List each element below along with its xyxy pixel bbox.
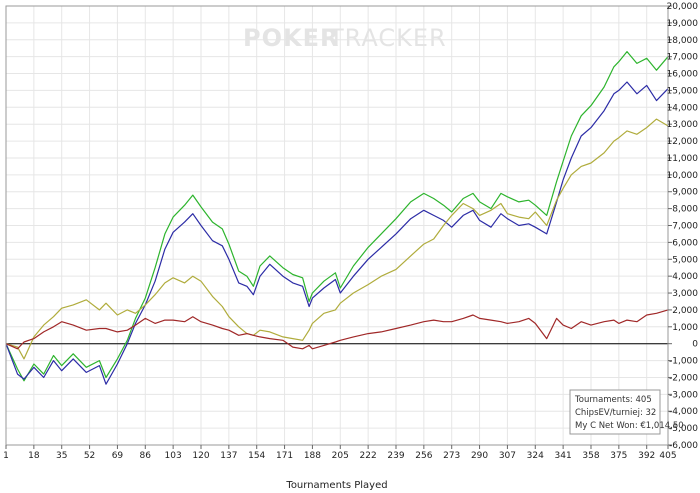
stats-box-frame: [569, 389, 661, 435]
x-tick-label: 392: [638, 451, 655, 461]
x-axis-title: Tournaments Played: [285, 480, 387, 491]
series-line-4: [5, 309, 669, 350]
x-tick-label: 137: [220, 451, 237, 461]
x-tick-label: 103: [165, 451, 182, 461]
x-tick-label: 1: [3, 451, 9, 461]
series-lines: [5, 50, 669, 385]
x-tick-label: 290: [471, 451, 488, 461]
x-tick-label: 256: [415, 451, 432, 461]
y-tick-label: 9,000: [672, 188, 698, 198]
y-tick-label: 14,000: [667, 103, 699, 113]
y-tick-label: 2,000: [672, 306, 698, 316]
x-tick-label: 273: [443, 451, 460, 461]
y-tick-label: 8,000: [672, 205, 698, 215]
y-tick-label: 6,000: [672, 238, 698, 248]
x-tick-label: 239: [387, 451, 404, 461]
x-tick-label: 69: [112, 451, 124, 461]
series-line-3: [5, 118, 669, 360]
stats-box: Tournaments: 405 ChipsEV/turniej: 32 My …: [569, 389, 684, 435]
x-tick-label: 154: [248, 451, 265, 461]
x-tick-label: 324: [527, 451, 544, 461]
y-tick-label: -4,000: [669, 407, 698, 417]
y-tick-label: 19,000: [667, 19, 699, 29]
y-tick-label: 17,000: [667, 53, 699, 63]
y-tick-label: 3,000: [672, 289, 698, 299]
watermark: POKER TRACKER: [243, 24, 447, 52]
x-tick-label: 405: [659, 451, 676, 461]
y-tick-label: -1,000: [669, 357, 698, 367]
watermark-poker: POKER: [243, 24, 339, 52]
y-tick-label: 4,000: [672, 272, 698, 282]
y-tick-label: 20,000: [667, 2, 699, 12]
x-tick-label: 188: [304, 451, 321, 461]
x-tick-label: 375: [610, 451, 627, 461]
y-tick-label: 12,000: [667, 137, 699, 147]
x-tick-label: 222: [360, 451, 377, 461]
y-tick-label: 10,000: [667, 171, 699, 181]
y-tick-label: 13,000: [667, 120, 699, 130]
x-axis-ticks: 1 18 35 52 69 86 103 120 137 154 171 188 205 222 239 25…: [3, 445, 677, 461]
x-tick-label: 120: [192, 451, 209, 461]
x-tick-label: 341: [555, 451, 572, 461]
y-tick-label: 5,000: [672, 255, 698, 265]
y-tick-label: 16,000: [667, 70, 699, 80]
series-line-2: [5, 81, 669, 385]
y-tick-label: 11,000: [667, 154, 699, 164]
y-tick-label: 15,000: [667, 86, 699, 96]
x-tick-label: 307: [499, 451, 516, 461]
x-tick-label: 35: [56, 451, 67, 461]
stats-net-won: My C Net Won: €1,014.50: [575, 421, 684, 431]
y-tick-label: -2,000: [669, 373, 698, 383]
y-tick-label: 1,000: [672, 323, 698, 333]
stats-chipsev: ChipsEV/turniej: 32: [575, 408, 656, 418]
x-tick-label: 205: [332, 451, 349, 461]
x-tick-label: 52: [84, 451, 95, 461]
watermark-tracker: TRACKER: [328, 24, 447, 52]
stats-tournaments: Tournaments: 405: [574, 395, 652, 405]
y-tick-label: -5,000: [669, 424, 698, 434]
x-tick-label: 86: [140, 451, 152, 461]
y-axis-ticks: -6,000 -5,000 -4,000 -3,000 -2,000 -1,000 0 1,0…: [667, 2, 699, 451]
series-line-1: [5, 50, 669, 382]
x-tick-label: 171: [276, 451, 293, 461]
x-tick-label: 18: [28, 451, 40, 461]
y-tick-label: 18,000: [667, 36, 699, 46]
y-tick-label: -3,000: [669, 390, 698, 400]
y-tick-label: 7,000: [672, 222, 698, 232]
y-tick-label: 0: [692, 340, 698, 350]
x-tick-label: 358: [582, 451, 599, 461]
y-tick-label: -6,000: [669, 441, 698, 451]
